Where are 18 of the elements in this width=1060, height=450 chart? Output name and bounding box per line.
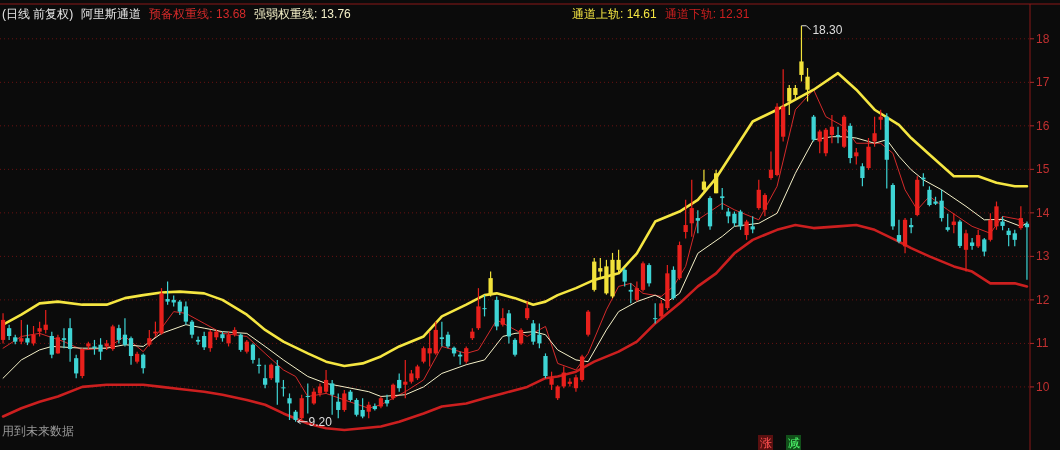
y-tick-label: 13: [1036, 249, 1050, 264]
text: 强弱权重线: 13.76: [254, 7, 352, 21]
text: 通道下轨: 12.31: [664, 7, 750, 21]
y-tick-label: 14: [1036, 205, 1050, 220]
y-tick-label: 17: [1036, 75, 1050, 90]
text: 预备权重线: 13.68: [149, 7, 247, 21]
y-tick-label: 15: [1036, 162, 1050, 177]
chart-title: 阿里斯通道: [81, 7, 142, 21]
annotation: 18.30: [812, 22, 843, 37]
annotation: 9.20: [308, 414, 333, 429]
y-tick-label: 18: [1036, 31, 1050, 46]
y-tick-label: 11: [1036, 336, 1049, 351]
y-tick-label: 12: [1036, 292, 1050, 307]
text: 通道上轨: 14.61: [572, 7, 658, 21]
y-tick-label: 10: [1036, 379, 1050, 394]
y-tick-label: 16: [1036, 118, 1050, 133]
chart-subtitle: (日线 前复权): [2, 7, 74, 21]
annotation: 用到未来数据: [2, 424, 74, 438]
